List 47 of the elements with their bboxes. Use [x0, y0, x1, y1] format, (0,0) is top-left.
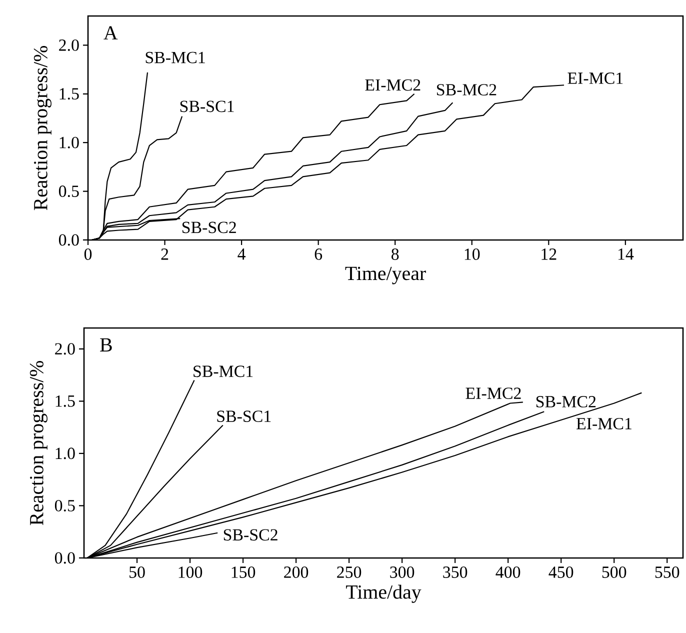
x-tick-label: 2: [161, 248, 168, 260]
x-tick-label: 150: [232, 566, 256, 578]
x-tick-label: 550: [655, 566, 680, 578]
y-tick-label: 0.5: [58, 186, 79, 198]
y-tick-label: 2.0: [59, 39, 79, 51]
series-label: SB-SC1: [217, 410, 271, 422]
x-tick-label: 250: [337, 566, 362, 578]
series-label: SB-SC2: [182, 222, 236, 234]
series-label: SB-MC1: [146, 52, 205, 64]
y-axis-title: Reaction progress/%: [30, 360, 48, 526]
x-tick-label: 400: [496, 566, 520, 578]
series-label: SB-MC1: [194, 366, 253, 378]
y-tick-label: 2.0: [55, 343, 75, 355]
series-label: SB-MC2: [437, 84, 496, 96]
x-tick-label: 14: [618, 248, 634, 260]
y-tick-label: 1.5: [60, 88, 79, 100]
x-tick-label: 0: [84, 248, 92, 260]
y-tick-label: 0.0: [54, 552, 75, 564]
series-label: EI-MC2: [466, 388, 521, 400]
x-tick-label: 100: [178, 566, 202, 578]
y-tick-label: 1.0: [56, 448, 75, 460]
x-tick-label: 8: [392, 248, 399, 260]
x-axis-title: Time/day: [346, 584, 422, 603]
series-label: EI-MC1: [576, 418, 632, 430]
y-axis-title: Reaction progress/%: [34, 46, 52, 210]
annotation: B: [100, 338, 112, 352]
x-tick-label: 4: [238, 248, 246, 260]
annotation: A: [104, 26, 118, 40]
x-tick-label: 6: [314, 248, 322, 260]
x-tick-label: 10: [464, 248, 480, 260]
series-label: SB-MC2: [536, 396, 596, 408]
series-label: EI-MC1: [568, 72, 623, 84]
x-tick-label: 500: [602, 566, 626, 578]
x-tick-label: 450: [548, 566, 574, 578]
x-tick-label: 350: [443, 566, 468, 578]
x-tick-label: 50: [130, 566, 145, 578]
x-tick-label: 200: [284, 566, 308, 578]
y-tick-label: 1.5: [56, 395, 75, 407]
x-axis-title: Time/year: [345, 266, 426, 284]
series-label: SB-SC1: [180, 100, 234, 112]
y-tick-label: 0.5: [54, 500, 75, 512]
series-label: EI-MC2: [365, 79, 420, 91]
series-label: SB-SC2: [224, 529, 278, 541]
x-tick-label: 12: [542, 248, 556, 260]
y-tick-label: 0.0: [58, 234, 79, 246]
x-tick-label: 300: [390, 566, 414, 578]
y-tick-label: 1.0: [60, 136, 79, 148]
